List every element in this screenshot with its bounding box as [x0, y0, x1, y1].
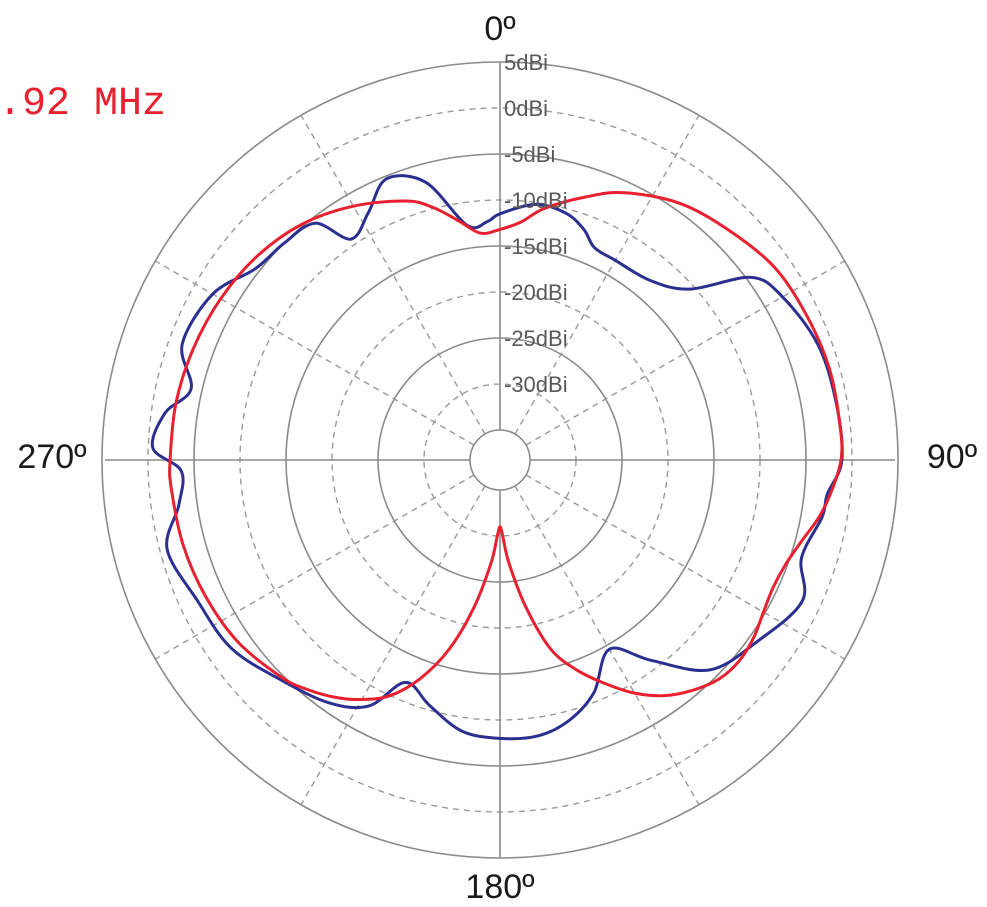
radial-tick-label: -10dBi	[504, 188, 568, 213]
radial-tick-label: 5dBi	[504, 50, 548, 75]
series-layer	[150, 174, 844, 741]
series-line-2	[168, 190, 844, 702]
radial-tick-label: -30dBi	[504, 372, 568, 397]
angle-label-180: 180º	[465, 868, 534, 906]
inner-ring	[469, 429, 531, 491]
radial-tick-label: -5dBi	[504, 142, 555, 167]
radial-tick-label: -20dBi	[504, 280, 568, 305]
angle-label-90: 90º	[927, 438, 977, 476]
radial-tick-label: 0dBi	[504, 96, 548, 121]
polar-grid	[101, 61, 899, 859]
angle-label-0: 0º	[484, 10, 515, 48]
radial-tick-labels: 5dBi 0dBi -5dBi -10dBi -15dBi -20dBi -25dBi -30…	[504, 50, 568, 397]
series-line-1	[150, 174, 844, 741]
angle-label-270: 270º	[17, 438, 86, 476]
radial-tick-label: -25dBi	[504, 326, 568, 351]
frequency-annotation: 3.92 MHz	[0, 82, 166, 127]
radial-tick-label: -15dBi	[504, 234, 568, 259]
